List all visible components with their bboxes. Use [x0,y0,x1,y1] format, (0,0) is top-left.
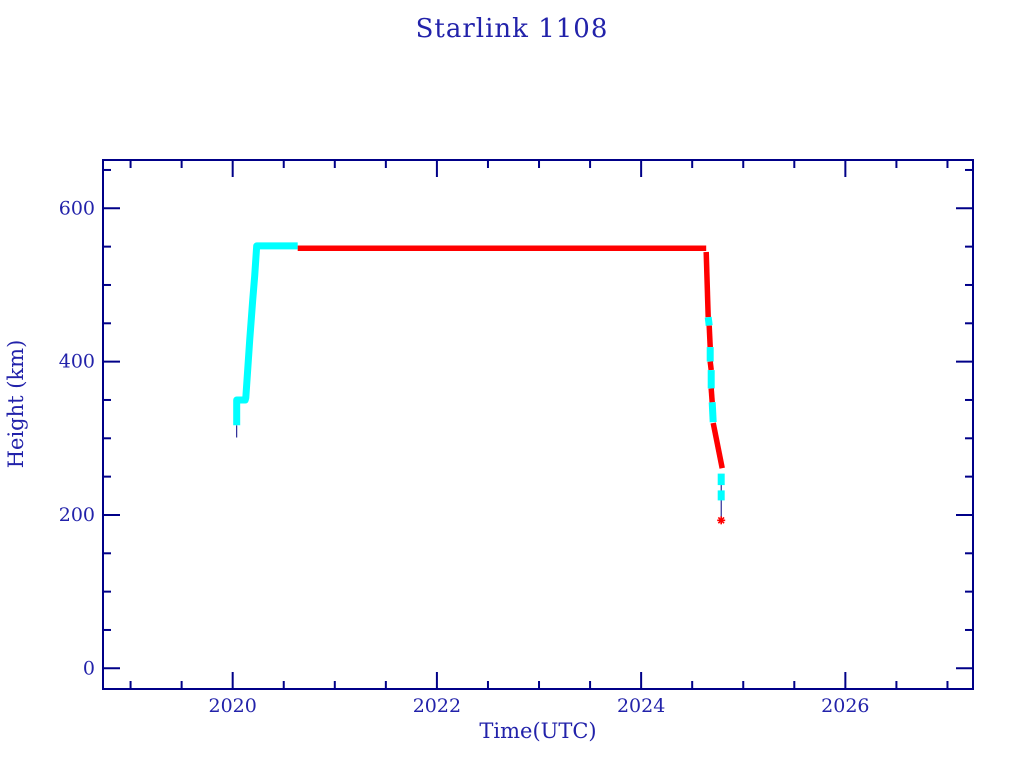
chart-title: Starlink 1108 [415,14,609,44]
x-tick-label: 2020 [209,695,257,717]
asterisk-marker [717,516,725,524]
series-segment-red [708,388,715,403]
y-tick-label: 0 [83,657,95,679]
series-segment-cyan [704,316,713,327]
x-tick-label: 2024 [617,695,665,717]
series-segment-red [703,251,711,318]
y-tick-label: 200 [59,504,95,526]
series-segment-red [706,325,713,348]
series-segment-cyan [708,402,717,423]
series-segment-red [710,422,725,469]
series-segment-cyan [233,242,298,426]
x-axis-label: Time(UTC) [479,719,597,743]
x-tick-label: 2022 [413,695,461,717]
series-segment-red [707,361,714,371]
y-tick-label: 600 [59,197,95,219]
y-tick-label: 400 [59,351,95,373]
plot-frame [102,159,974,690]
x-tick-label: 2026 [821,695,869,717]
